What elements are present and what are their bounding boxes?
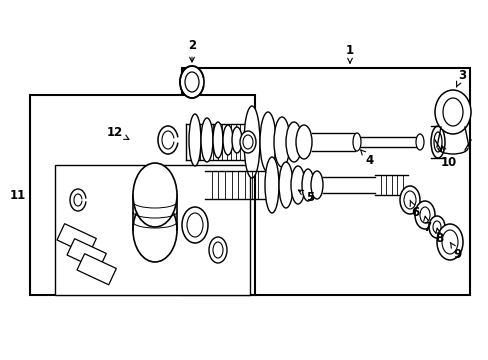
Ellipse shape: [182, 207, 207, 243]
Ellipse shape: [434, 90, 470, 134]
Ellipse shape: [436, 224, 462, 260]
Ellipse shape: [208, 237, 226, 263]
Ellipse shape: [231, 127, 242, 153]
Text: 6: 6: [409, 200, 418, 219]
Ellipse shape: [201, 118, 213, 162]
Ellipse shape: [240, 131, 256, 153]
Ellipse shape: [186, 213, 203, 237]
Ellipse shape: [133, 198, 177, 262]
Text: 10: 10: [440, 146, 456, 168]
Ellipse shape: [399, 186, 419, 214]
Ellipse shape: [352, 133, 360, 151]
Ellipse shape: [295, 125, 311, 159]
Ellipse shape: [180, 66, 203, 98]
Ellipse shape: [213, 242, 223, 258]
Ellipse shape: [260, 112, 275, 172]
Ellipse shape: [285, 122, 302, 162]
Bar: [57, 224, 96, 255]
Text: 9: 9: [449, 242, 461, 261]
Ellipse shape: [244, 106, 260, 178]
Text: 8: 8: [434, 228, 442, 246]
Ellipse shape: [290, 166, 305, 204]
Ellipse shape: [415, 134, 423, 150]
Text: 1: 1: [345, 44, 353, 63]
Ellipse shape: [433, 132, 441, 152]
Text: 12: 12: [107, 126, 129, 139]
Bar: [30, 95, 254, 295]
Ellipse shape: [279, 162, 292, 208]
Ellipse shape: [310, 171, 323, 199]
Ellipse shape: [428, 216, 444, 238]
Ellipse shape: [213, 122, 223, 158]
Text: 4: 4: [360, 150, 373, 166]
Text: 11: 11: [10, 189, 26, 202]
Ellipse shape: [403, 191, 415, 209]
Ellipse shape: [223, 125, 232, 155]
Text: 3: 3: [455, 68, 465, 87]
Text: 7: 7: [422, 216, 430, 234]
Bar: [67, 239, 106, 270]
Ellipse shape: [133, 163, 177, 227]
Ellipse shape: [302, 169, 313, 201]
Ellipse shape: [273, 117, 289, 167]
Ellipse shape: [184, 72, 199, 92]
Ellipse shape: [414, 201, 434, 229]
Ellipse shape: [419, 207, 429, 223]
Bar: [182, 68, 469, 295]
Ellipse shape: [432, 221, 440, 233]
Ellipse shape: [243, 135, 252, 149]
Text: 5: 5: [298, 190, 313, 203]
Ellipse shape: [264, 157, 279, 213]
Text: 2: 2: [187, 39, 196, 62]
Bar: [55, 165, 249, 295]
Ellipse shape: [442, 98, 462, 126]
Ellipse shape: [430, 126, 444, 158]
Ellipse shape: [189, 114, 201, 166]
Ellipse shape: [441, 230, 457, 254]
Bar: [77, 254, 116, 285]
